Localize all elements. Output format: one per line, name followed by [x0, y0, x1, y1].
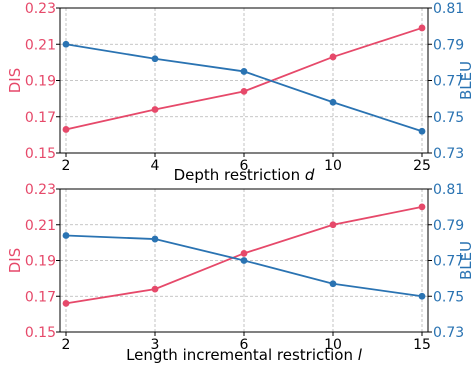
x-axis-label-text: Depth restriction [174, 166, 305, 184]
x-tick-label: 4 [151, 158, 160, 174]
bleu-point-6 [240, 68, 248, 75]
left-axis-label: DIS [6, 248, 24, 274]
bleu-point-3 [151, 235, 159, 243]
right-tick-label: 0.79 [433, 218, 464, 234]
dis-point-2 [62, 126, 70, 133]
bleu-point-10 [329, 98, 337, 106]
left-axis-label: DIS [6, 68, 24, 94]
dis-point-10 [329, 221, 337, 229]
x-tick-label: 2 [62, 158, 71, 174]
right-tick-label: 0.73 [433, 325, 464, 341]
left-tick-label: 0.15 [25, 325, 56, 341]
left-tick-label: 0.19 [25, 254, 56, 270]
bleu-point-10 [329, 280, 337, 288]
x-tick-label: 6 [240, 158, 249, 174]
dis-point-4 [151, 106, 159, 113]
right-tick-label: 0.77 [433, 254, 464, 270]
left-tick-label: 0.15 [25, 146, 56, 162]
dis-point-10 [329, 53, 337, 61]
dis-point-2 [62, 300, 70, 307]
x-tick-label: 6 [240, 337, 249, 353]
dis-point-25 [418, 24, 426, 32]
dis-point-15 [418, 203, 426, 211]
bleu-point-2 [62, 40, 70, 48]
x-tick-label: 2 [62, 337, 71, 353]
left-tick-label: 0.17 [25, 110, 56, 126]
x-tick-label: 10 [324, 337, 342, 353]
right-axis-label: BLEU [457, 61, 474, 100]
left-tick-label: 0.17 [25, 289, 56, 305]
right-tick-label: 0.73 [433, 146, 464, 162]
x-tick-label: 25 [413, 158, 431, 174]
right-tick-label: 0.77 [433, 74, 464, 90]
x-axis-label: Length incremental restriction l [126, 346, 363, 364]
chart-panel-2: 0.15 0.17 0.19 0.21 0.23 0.73 0.75 0.77 0.79 0.81… [6, 182, 474, 364]
right-axis-label: BLEU [457, 241, 474, 280]
x-tick-label: 10 [324, 158, 342, 174]
x-axis-label-variable: l [358, 346, 363, 364]
x-tick-label: 3 [151, 337, 160, 353]
left-tick-label: 0.23 [25, 1, 56, 17]
left-tick-label: 0.19 [25, 74, 56, 90]
x-axis-label-text: Length incremental restriction [126, 346, 358, 364]
dis-point-6 [240, 249, 248, 257]
left-tick-label: 0.23 [25, 182, 56, 198]
x-axis-label: Depth restriction d [174, 166, 315, 184]
bleu-point-25 [418, 127, 426, 135]
chart-panel-1: 0.15 0.17 0.19 0.21 0.23 0.73 0.75 0.77 0.79 0.81… [6, 1, 474, 184]
x-tick-label: 15 [413, 337, 431, 353]
left-tick-label: 0.21 [25, 218, 56, 234]
dis-point-3 [151, 285, 159, 293]
right-tick-label: 0.81 [433, 1, 464, 17]
right-tick-label: 0.75 [433, 289, 464, 305]
bleu-point-2 [62, 232, 70, 239]
right-tick-label: 0.75 [433, 110, 464, 126]
bleu-point-4 [151, 55, 159, 63]
right-tick-label: 0.79 [433, 37, 464, 53]
dis-point-6 [240, 87, 248, 95]
bleu-point-15 [418, 292, 426, 300]
right-tick-label: 0.81 [433, 182, 464, 198]
x-axis-label-variable: d [305, 166, 315, 184]
left-tick-label: 0.21 [25, 37, 56, 53]
bleu-point-6 [240, 257, 248, 264]
